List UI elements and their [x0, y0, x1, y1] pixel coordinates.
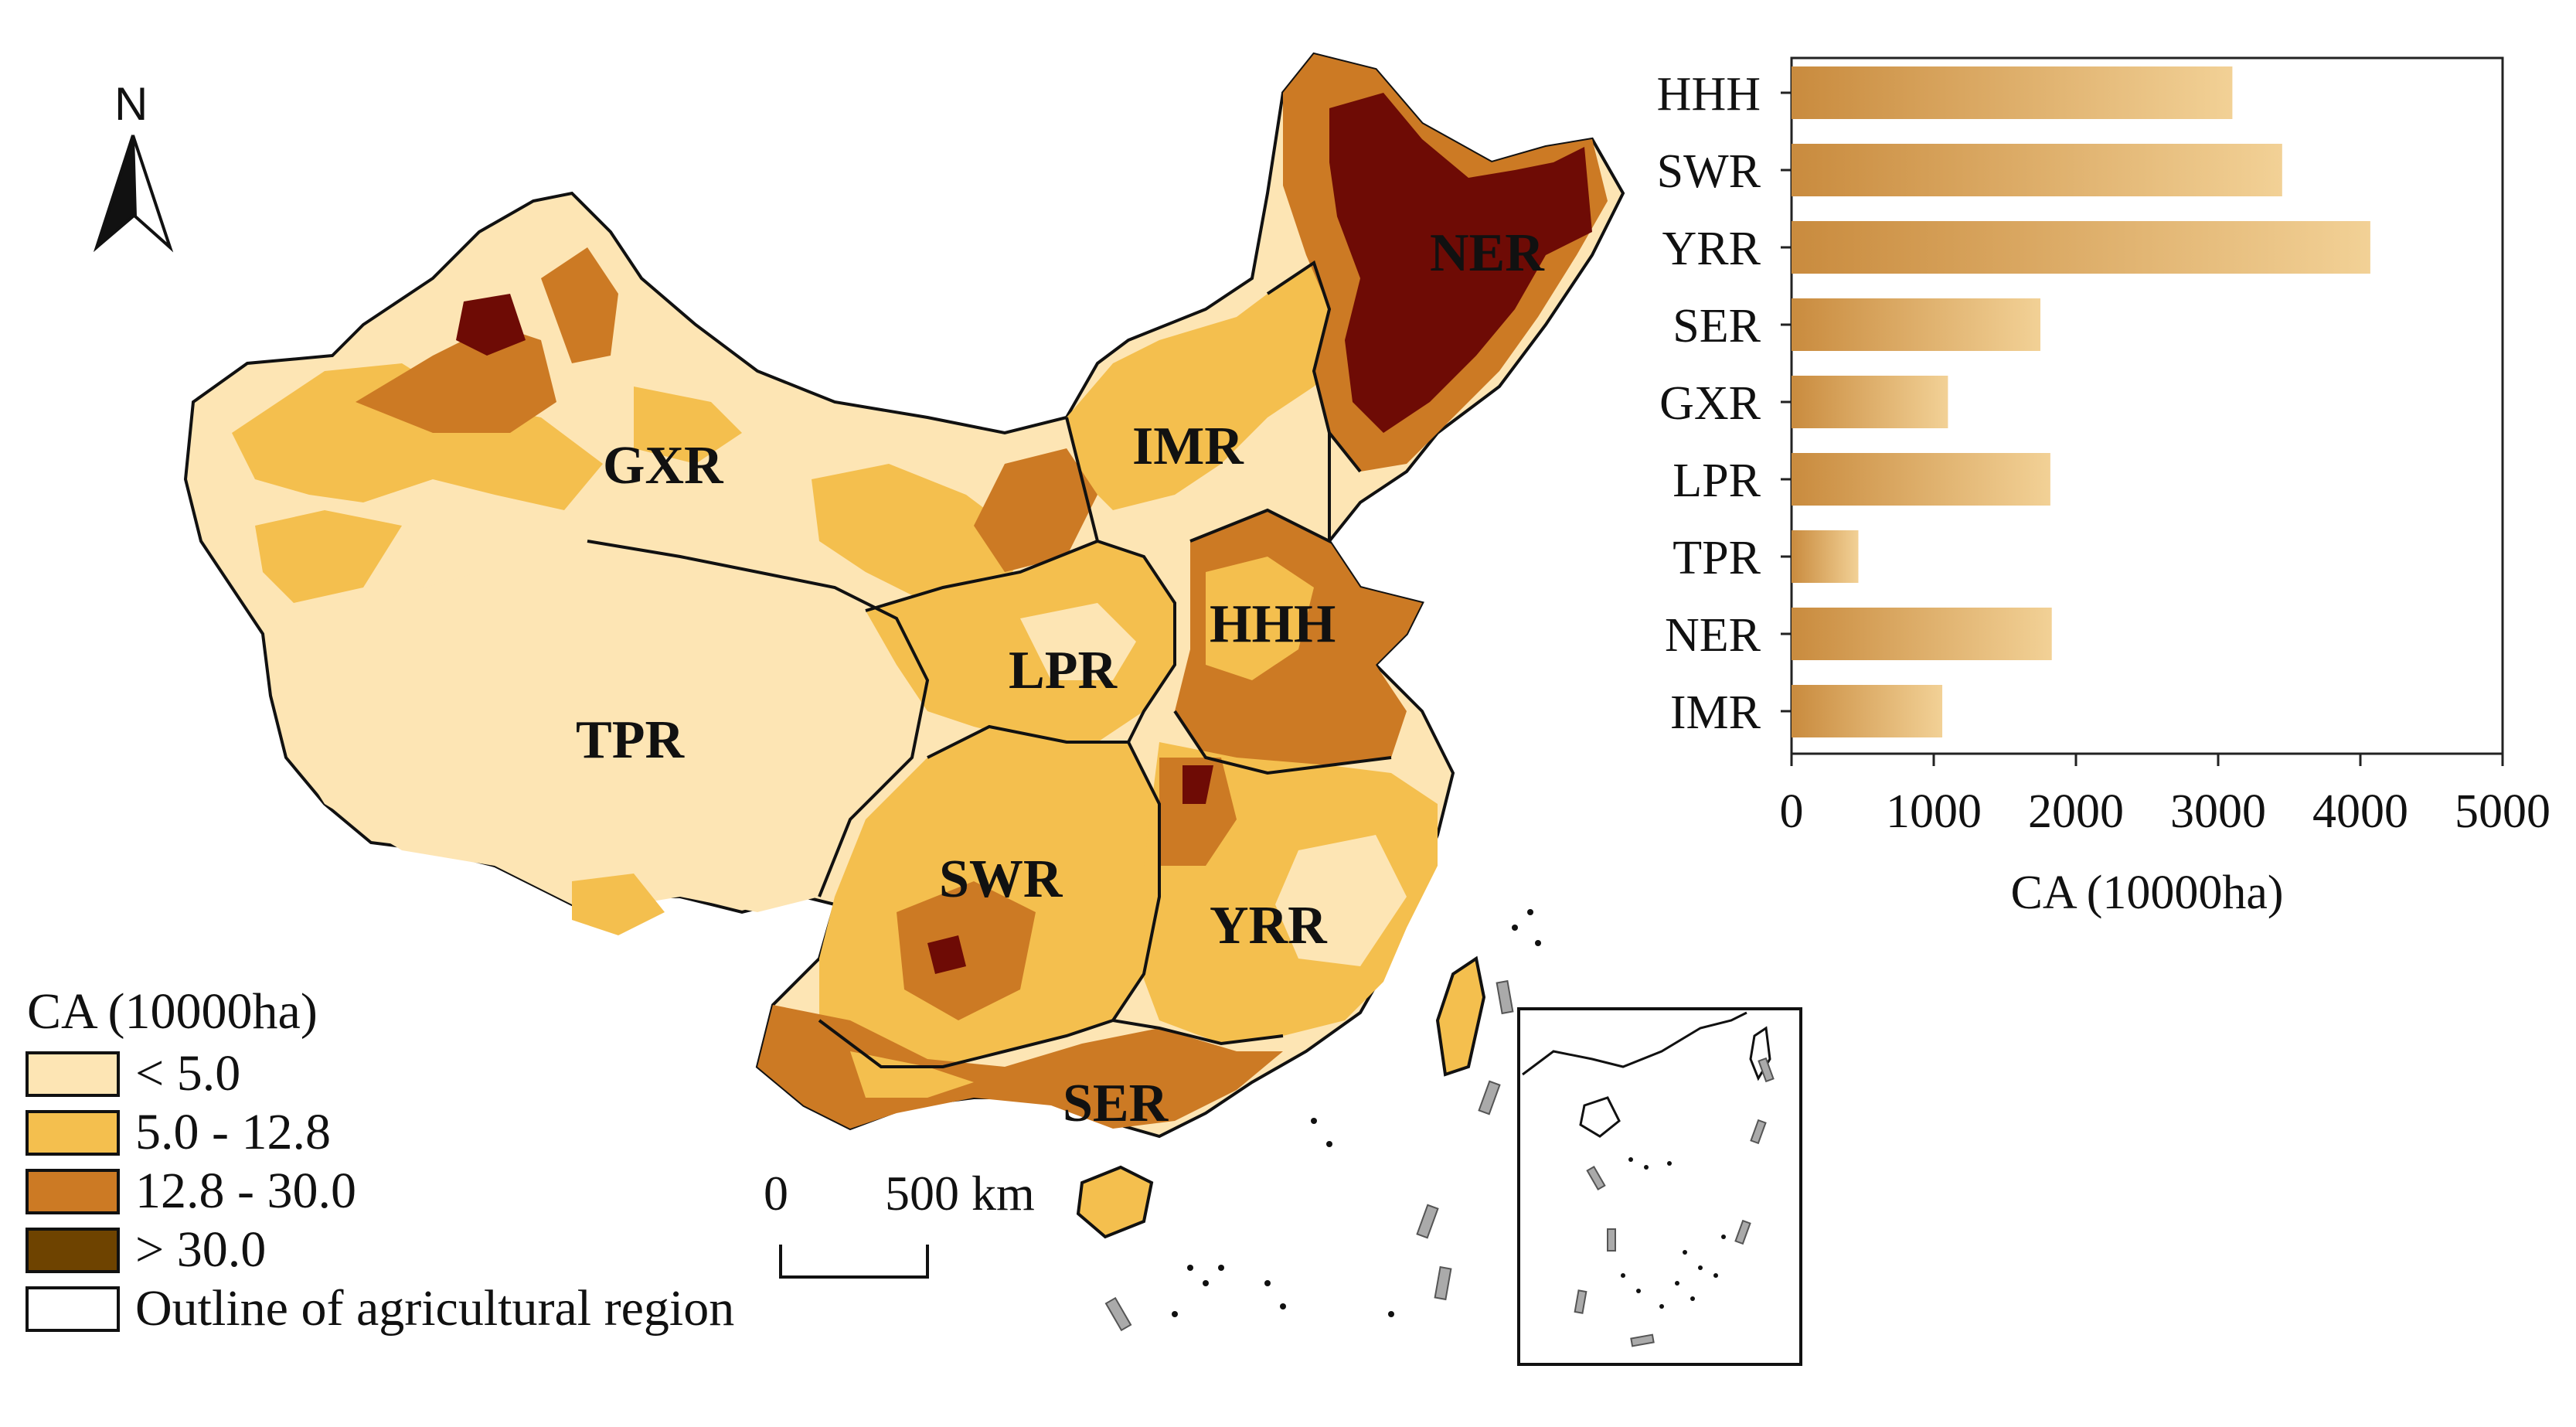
legend-swatch [26, 1228, 120, 1273]
x-tick-label: 4000 [2312, 785, 2408, 838]
legend-label: > 30.0 [135, 1221, 266, 1278]
region-imr-patch [974, 448, 1097, 572]
legend-label: 12.8 - 30.0 [135, 1163, 356, 1219]
y-tick-label: HHH [1657, 68, 1761, 121]
region-label-tpr: TPR [576, 710, 685, 770]
region-lpr-patch [1020, 603, 1136, 680]
x-tick-label: 3000 [2170, 785, 2266, 838]
bar-ser [1792, 298, 2040, 351]
bar-swr [1792, 144, 2282, 196]
region-label-ner: NER [1430, 223, 1545, 283]
x-axis-label: CA (10000ha) [2010, 867, 2283, 919]
scale-bar: 0 500 km [764, 1166, 1035, 1279]
sea-boundary-dashes [1104, 979, 1514, 1332]
agricultural-region-outlines [587, 260, 1392, 1068]
hainan-island [1076, 1165, 1154, 1239]
north-arrow-icon [131, 135, 174, 253]
region-tpr [271, 541, 927, 912]
region-ser-patch [850, 1051, 974, 1098]
region-gxr-patch [255, 510, 402, 603]
bar-chart: HHH SWR YRR SER GXR LPR TPR NER IMR 0 1000 2000 300… [1657, 56, 2550, 919]
region-label-lpr: LPR [1009, 641, 1118, 700]
region-yrr-patch [1159, 758, 1237, 866]
x-tick-label: 1000 [1886, 785, 1982, 838]
y-tick-label: IMR [1670, 686, 1761, 739]
region-label-ser: SER [1063, 1074, 1169, 1133]
region-imr [1067, 263, 1376, 510]
region-gxr-patch [541, 247, 618, 363]
inset-hainan [1579, 1096, 1621, 1138]
legend-title: CA (10000ha) [27, 983, 318, 1040]
x-tick-label: 0 [1780, 785, 1804, 838]
china-map: NER IMR GXR HHH LPR TPR SWR YRR SER [183, 52, 1625, 1332]
bar-tpr [1792, 530, 1859, 583]
region-yrr-patch [1183, 765, 1213, 804]
legend-label: < 5.0 [135, 1045, 240, 1102]
region-gxr-patch [456, 294, 526, 356]
bar-yrr [1792, 221, 2370, 274]
sea-islands-dots [1172, 909, 1541, 1317]
x-tick-label: 5000 [2455, 785, 2550, 838]
bar-gxr [1792, 376, 1948, 428]
region-label-hhh: HHH [1210, 594, 1336, 654]
region-label-yrr: YRR [1210, 896, 1328, 955]
y-tick-label: GXR [1659, 377, 1761, 430]
region-label-swr: SWR [939, 850, 1063, 909]
bar-lpr [1792, 453, 2050, 506]
y-tick-label: SWR [1657, 145, 1761, 198]
region-gxr-patch [232, 363, 603, 510]
region-tpr-patch [572, 874, 665, 935]
inset-map [1517, 1007, 1802, 1366]
legend-label: Outline of agricultural region [135, 1280, 734, 1337]
y-tick-label: TPR [1673, 532, 1761, 584]
region-gxr-patch [812, 464, 1028, 603]
scale-zero-label: 0 [764, 1166, 788, 1221]
y-tick-label: NER [1665, 609, 1761, 662]
bar-imr [1792, 685, 1943, 737]
bar-hhh [1792, 66, 2233, 119]
region-hhh-patch [1206, 557, 1314, 680]
bar-ner [1792, 608, 2052, 660]
legend-label: 5.0 - 12.8 [135, 1104, 331, 1160]
region-labels: NER IMR GXR HHH LPR TPR SWR YRR SER [576, 223, 1545, 1133]
legend-swatch [26, 1169, 120, 1214]
legend-swatch [26, 1110, 120, 1156]
y-tick-label: LPR [1673, 455, 1761, 507]
region-lpr [866, 541, 1175, 742]
legend-swatch [26, 1286, 120, 1332]
region-gxr-patch [356, 325, 556, 433]
y-tick-label: YRR [1662, 223, 1761, 275]
region-label-imr: IMR [1132, 417, 1244, 476]
region-gxr-patch [634, 387, 742, 464]
region-label-gxr: GXR [603, 436, 724, 496]
scale-distance-label: 500 km [885, 1166, 1035, 1221]
x-tick-label: 2000 [2028, 785, 2124, 838]
legend: CA (10000ha) < 5.05.0 - 12.812.8 - 30.0>… [26, 983, 734, 1337]
region-swr-patch [927, 935, 966, 974]
region-yrr-patch [1275, 835, 1407, 966]
north-arrow-shade [93, 135, 134, 253]
north-arrow: N [93, 78, 174, 253]
taiwan-island [1435, 955, 1486, 1077]
region-ner-core [1329, 93, 1592, 433]
y-tick-label: SER [1673, 300, 1761, 352]
north-label: N [114, 78, 148, 130]
scale-bar-line [779, 1245, 929, 1279]
inset-coastline [1522, 1011, 1747, 1076]
region-swr-patch [897, 881, 1036, 1020]
legend-swatch [26, 1051, 120, 1097]
